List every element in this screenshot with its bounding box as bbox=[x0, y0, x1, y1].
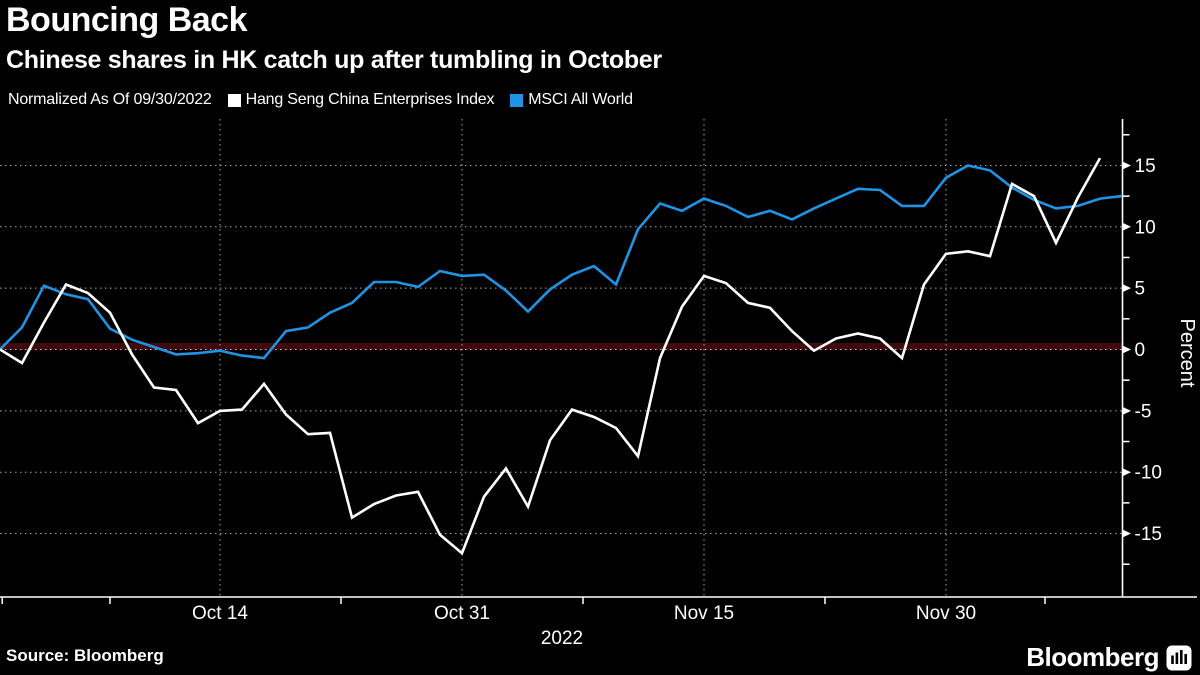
legend-label-hscei: Hang Seng China Enterprises Index bbox=[245, 91, 495, 108]
chart-header: Bouncing Back Chinese shares in HK catch… bbox=[6, 1, 662, 75]
source-label: Source: Bloomberg bbox=[6, 646, 164, 665]
y-tick-label: 0 bbox=[1135, 340, 1146, 361]
y-major-tick-arrow bbox=[1122, 284, 1131, 293]
series-line-hang-seng-china-enterprises bbox=[0, 157, 1102, 556]
y-axis-title: Percent bbox=[1176, 319, 1198, 388]
bloomberg-logo-icon bbox=[1166, 645, 1192, 670]
y-minor-ticks bbox=[1122, 134, 1130, 565]
legend-item-msci: MSCI All World bbox=[510, 91, 633, 109]
bloomberg-logo: Bloomberg bbox=[1026, 642, 1192, 673]
hscei-swatch bbox=[227, 93, 241, 107]
vertical-gridlines bbox=[219, 119, 947, 597]
y-tick-label: -5 bbox=[1135, 401, 1152, 422]
legend: Normalized As Of 09/30/2022 Hang Seng Ch… bbox=[8, 91, 633, 109]
y-tick-label: 10 bbox=[1135, 217, 1156, 238]
x-tick-label: Oct 31 bbox=[434, 603, 490, 624]
y-major-tick-arrow bbox=[1122, 345, 1131, 354]
x-axis-labels: Oct 14 Oct 31 Nov 15 Nov 30 2022 bbox=[192, 603, 976, 649]
y-tick-label: 5 bbox=[1135, 279, 1146, 300]
series-line-msci-all-world bbox=[0, 164, 1123, 360]
msci-swatch bbox=[510, 93, 524, 107]
horizontal-gridlines bbox=[0, 164, 1123, 535]
legend-normalized-note: Normalized As Of 09/30/2022 bbox=[8, 91, 212, 108]
y-major-tick-arrow bbox=[1122, 406, 1131, 415]
page-subtitle: Chinese shares in HK catch up after tumb… bbox=[6, 46, 662, 75]
x-boundary-ticks bbox=[1, 597, 1046, 604]
x-tick-label: Nov 30 bbox=[916, 603, 976, 624]
y-major-tick-arrow bbox=[1122, 529, 1131, 538]
page-title: Bouncing Back bbox=[6, 1, 247, 39]
zero-line-band bbox=[0, 343, 1123, 350]
x-tick-label: Oct 14 bbox=[192, 603, 248, 624]
y-axis-labels: 15 10 5 0 -5 -10 -15 bbox=[1122, 156, 1162, 545]
y-major-tick-arrow bbox=[1122, 468, 1131, 477]
legend-label-msci: MSCI All World bbox=[528, 91, 633, 108]
x-tick-label: Nov 15 bbox=[674, 603, 734, 624]
y-tick-label: -15 bbox=[1135, 524, 1162, 545]
bloomberg-wordmark: Bloomberg bbox=[1026, 642, 1159, 672]
x-year-label: 2022 bbox=[541, 628, 583, 649]
y-tick-label: 15 bbox=[1135, 156, 1156, 177]
axes bbox=[0, 119, 1197, 598]
y-major-tick-arrow bbox=[1122, 222, 1131, 231]
legend-item-hscei: Hang Seng China Enterprises Index bbox=[227, 91, 495, 109]
y-tick-label: -10 bbox=[1135, 463, 1162, 484]
y-major-tick-arrow bbox=[1122, 161, 1131, 170]
